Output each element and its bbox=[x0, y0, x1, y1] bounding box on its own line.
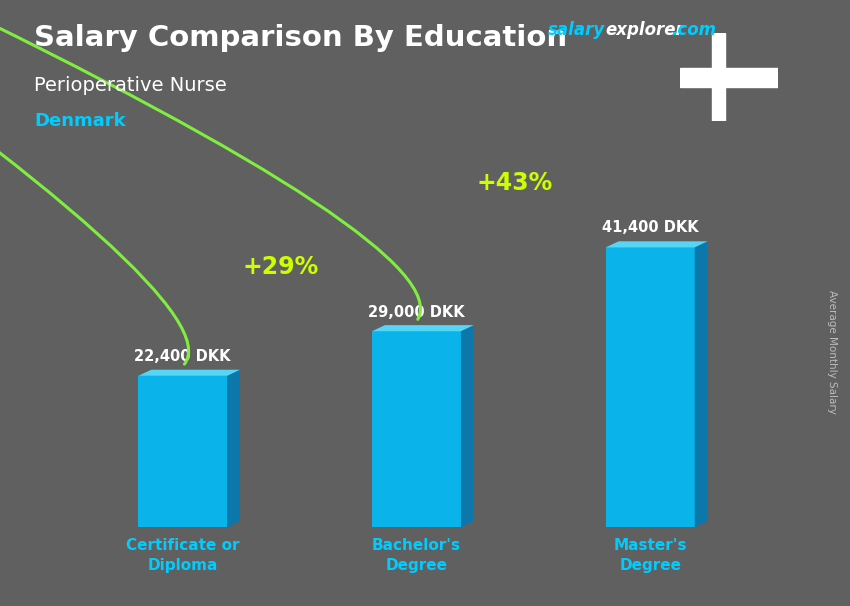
Text: salary: salary bbox=[548, 21, 605, 39]
Text: Salary Comparison By Education: Salary Comparison By Education bbox=[34, 24, 567, 52]
Polygon shape bbox=[139, 370, 240, 376]
Text: Average Monthly Salary: Average Monthly Salary bbox=[827, 290, 837, 413]
Polygon shape bbox=[227, 370, 240, 527]
Polygon shape bbox=[139, 376, 227, 527]
Text: Denmark: Denmark bbox=[34, 112, 126, 130]
Text: 41,400 DKK: 41,400 DKK bbox=[602, 220, 699, 235]
Text: Perioperative Nurse: Perioperative Nurse bbox=[34, 76, 227, 95]
Polygon shape bbox=[606, 247, 694, 527]
Polygon shape bbox=[461, 325, 473, 527]
Bar bbox=[711, 33, 725, 121]
Polygon shape bbox=[372, 331, 461, 527]
Text: 29,000 DKK: 29,000 DKK bbox=[368, 305, 465, 321]
Polygon shape bbox=[694, 241, 707, 527]
Bar bbox=[680, 68, 778, 87]
Text: 22,400 DKK: 22,400 DKK bbox=[134, 348, 231, 364]
Text: explorer: explorer bbox=[605, 21, 684, 39]
Text: +29%: +29% bbox=[243, 255, 319, 279]
Polygon shape bbox=[372, 325, 473, 331]
Text: +43%: +43% bbox=[477, 171, 552, 195]
Polygon shape bbox=[606, 241, 707, 247]
Text: .com: .com bbox=[672, 21, 717, 39]
